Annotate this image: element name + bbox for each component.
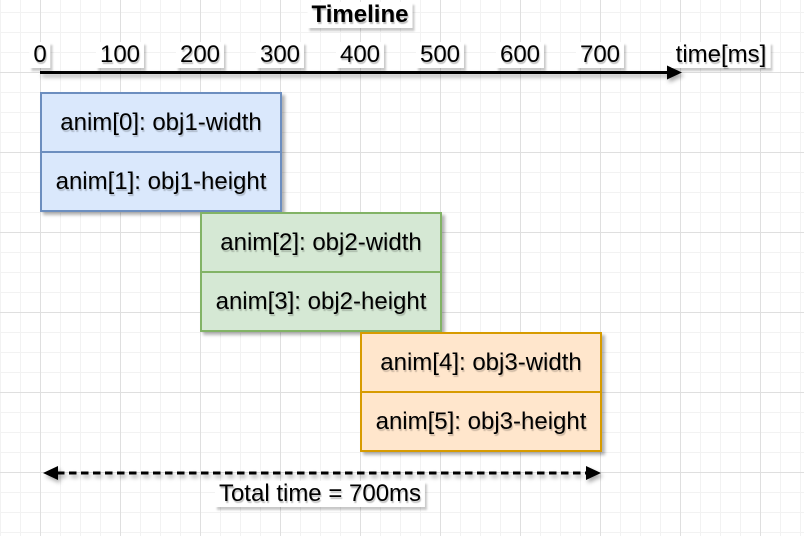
bar-anim-5: anim[5]: obj3-height (362, 391, 600, 450)
bar-label: anim[1]: obj1-height (55, 167, 267, 195)
bar-anim-2: anim[2]: obj2-width (202, 214, 440, 271)
axis-tick-label: 500 (415, 42, 465, 68)
bar-anim-1: anim[1]: obj1-height (42, 151, 280, 210)
bar-anim-0: anim[0]: obj1-width (42, 94, 280, 151)
bar-anim-3: anim[3]: obj2-height (202, 271, 440, 330)
diagram-title: Timeline (307, 2, 413, 28)
bar-group-obj1: anim[0]: obj1-width anim[1]: obj1-height (40, 92, 282, 212)
total-time-label: Total time = 700ms (214, 481, 426, 507)
bar-anim-4: anim[4]: obj3-width (362, 334, 600, 391)
axis-tick-label: 300 (255, 42, 305, 68)
bar-label: anim[0]: obj1-width (60, 108, 262, 136)
bar-label: anim[4]: obj3-width (380, 348, 582, 376)
axis-unit-label: time[ms] (671, 42, 771, 68)
bar-label: anim[3]: obj2-height (215, 287, 427, 315)
axis-tick-label: 0 (29, 42, 51, 68)
bar-label: anim[5]: obj3-height (375, 407, 587, 435)
bar-group-obj2: anim[2]: obj2-width anim[3]: obj2-height (200, 212, 442, 332)
axis-tick-label: 700 (575, 42, 625, 68)
axis-tick-label: 600 (495, 42, 545, 68)
bar-group-obj3: anim[4]: obj3-width anim[5]: obj3-height (360, 332, 602, 452)
axis-tick-label: 200 (175, 42, 225, 68)
axis-tick-label: 100 (95, 42, 145, 68)
bar-label: anim[2]: obj2-width (220, 228, 422, 256)
axis-tick-label: 400 (335, 42, 385, 68)
